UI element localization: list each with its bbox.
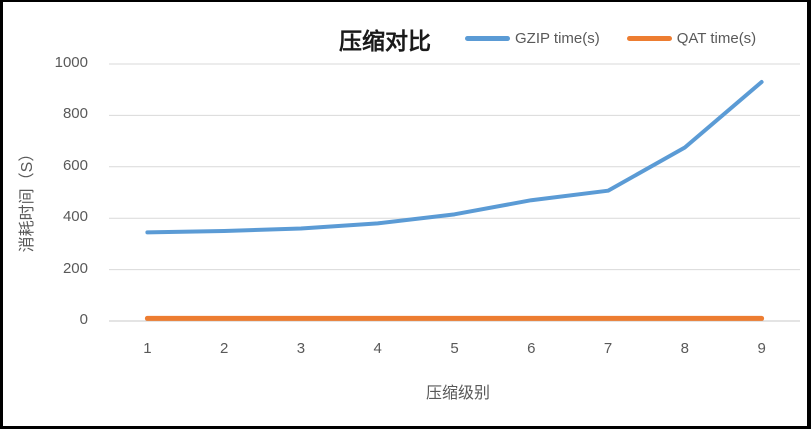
x-tick-label: 9 — [757, 340, 766, 357]
y-tick-label: 0 — [79, 311, 88, 328]
y-tick-label: 1000 — [54, 54, 88, 71]
x-axis-title: 压缩级别 — [425, 385, 491, 402]
chart-title: 压缩对比 — [339, 28, 431, 54]
gzip-line-marker-icon — [465, 36, 510, 41]
x-tick-label: 4 — [373, 340, 382, 357]
legend-item-gzip[interactable]: GZIP time(s) — [465, 30, 600, 47]
legend-label-qat: QAT time(s) — [676, 30, 757, 47]
y-tick-label: 400 — [62, 208, 88, 226]
x-tick-label: 5 — [450, 340, 459, 357]
x-tick-label: 1 — [143, 340, 152, 357]
x-tick-label: 8 — [680, 340, 689, 357]
y-tick-label: 800 — [62, 105, 88, 123]
y-tick-label: 600 — [62, 156, 88, 174]
legend-label-gzip: GZIP time(s) — [515, 30, 600, 47]
legend: GZIP time(s) QAT time(s) — [465, 30, 756, 47]
qat-line-marker-icon — [626, 36, 672, 41]
plot-area — [109, 63, 800, 322]
x-tick-label: 2 — [219, 340, 229, 357]
y-tick-label: 200 — [62, 259, 88, 277]
x-tick-label: 7 — [603, 340, 613, 357]
legend-item-qat[interactable]: QAT time(s) — [626, 30, 757, 47]
x-tick-label: 3 — [296, 340, 306, 357]
x-tick-label: 6 — [527, 340, 536, 357]
